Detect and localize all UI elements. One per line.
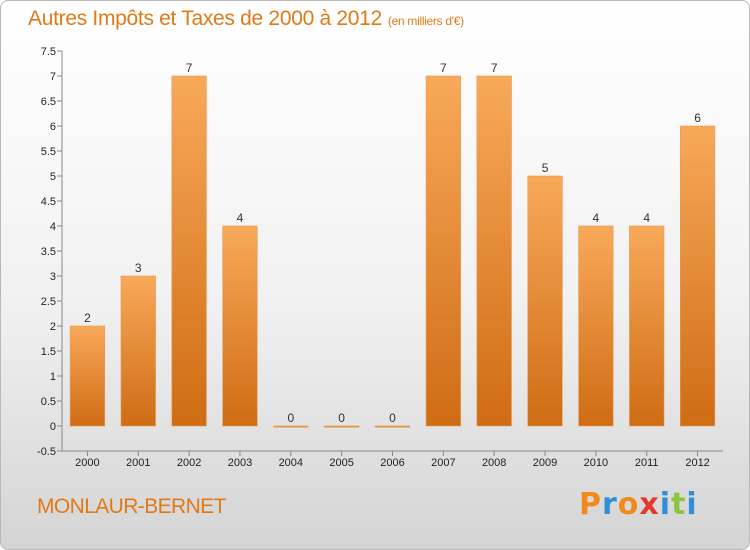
- y-tick-label: 3: [50, 271, 56, 283]
- bar-value-label: 5: [542, 161, 549, 175]
- y-tick-label: 7: [50, 71, 56, 83]
- bar: [69, 325, 106, 427]
- bar: [374, 425, 411, 428]
- bar-value-label: 4: [593, 211, 600, 225]
- bar: [171, 75, 207, 427]
- bar: [324, 425, 360, 428]
- x-tick-label: 2010: [584, 457, 608, 469]
- bar-value-label: 6: [694, 111, 701, 125]
- logo-letter: t: [671, 487, 687, 522]
- y-tick-label: 1.5: [41, 346, 56, 358]
- bar-series: 2 3 7 4 0 0 0 7 7 5 4 4 6: [69, 61, 716, 428]
- x-tick-label: 2004: [279, 457, 303, 469]
- logo-letter: P: [579, 487, 602, 522]
- x-tick-label: 2007: [431, 457, 455, 469]
- y-tick-label: 6: [50, 121, 56, 133]
- y-tick-label: 6.5: [41, 96, 56, 108]
- bar-value-label: 0: [389, 411, 396, 425]
- y-tick-label: 0.5: [41, 396, 56, 408]
- proxiti-logo[interactable]: Proxiti: [579, 487, 698, 522]
- bar-value-label: 7: [186, 61, 193, 75]
- chart-unit: (en milliers d'€): [387, 14, 464, 28]
- bar-value-label: 4: [237, 211, 244, 225]
- y-tick-label: 3.5: [41, 246, 56, 258]
- bar: [527, 175, 563, 427]
- bar: [629, 225, 665, 427]
- y-tick-label: 0: [50, 421, 56, 433]
- bar: [679, 125, 716, 427]
- logo-letter: i: [686, 487, 698, 522]
- x-tick-label: 2011: [635, 457, 659, 469]
- y-tick-label: 2: [50, 321, 56, 333]
- bar: [273, 425, 309, 428]
- x-tick-label: 2008: [482, 457, 506, 469]
- y-tick-label: 4.5: [41, 196, 56, 208]
- bar-value-label: 3: [135, 261, 142, 275]
- y-tick-label: 7.5: [41, 46, 56, 58]
- y-axis-ticks: -0.5 0 0.5 1 1.5 2 2.5 3 3.5 4 4.5 5 5.5 6 6.5 7 7.5: [37, 46, 62, 458]
- chart-title: Autres Impôts et Taxes de 2000 à 2012 (en…: [28, 7, 464, 31]
- logo-letter: r: [602, 487, 618, 522]
- bar-value-label: 4: [643, 211, 650, 225]
- y-tick-label: -0.5: [37, 446, 56, 458]
- y-tick-label: 2.5: [41, 296, 56, 308]
- x-tick-label: 2003: [228, 457, 252, 469]
- commune-name: MONLAUR-BERNET: [37, 495, 226, 518]
- bar-value-label: 2: [84, 311, 91, 325]
- x-axis-labels: 2000 2001 2002 2003 2004 2005 2006 2007 2008 2009…: [75, 451, 710, 469]
- y-tick-label: 1: [50, 371, 56, 383]
- x-tick-label: 2005: [329, 457, 353, 469]
- y-tick-label: 5: [50, 171, 56, 183]
- x-tick-label: 2009: [533, 457, 557, 469]
- y-tick-label: 4: [50, 221, 56, 233]
- logo-letter: i: [659, 487, 672, 522]
- x-tick-label: 2001: [126, 457, 150, 469]
- bar-value-label: 0: [338, 411, 345, 425]
- x-tick-label: 2000: [75, 457, 99, 469]
- logo-letter: x: [639, 487, 660, 522]
- x-tick-label: 2012: [685, 457, 709, 469]
- x-tick-label: 2006: [380, 457, 404, 469]
- bar: [120, 275, 156, 427]
- chart-title-text: Autres Impôts et Taxes de 2000 à 2012: [28, 7, 382, 30]
- logo-letter: o: [617, 487, 640, 522]
- bar-value-label: 7: [440, 61, 447, 75]
- bar: [222, 225, 258, 427]
- bar-value-label: 7: [491, 61, 498, 75]
- x-tick-label: 2002: [177, 457, 201, 469]
- bar-value-label: 0: [287, 411, 294, 425]
- y-tick-label: 5.5: [41, 146, 56, 158]
- bar: [425, 75, 461, 427]
- bar: [578, 225, 614, 427]
- bar: [476, 75, 512, 427]
